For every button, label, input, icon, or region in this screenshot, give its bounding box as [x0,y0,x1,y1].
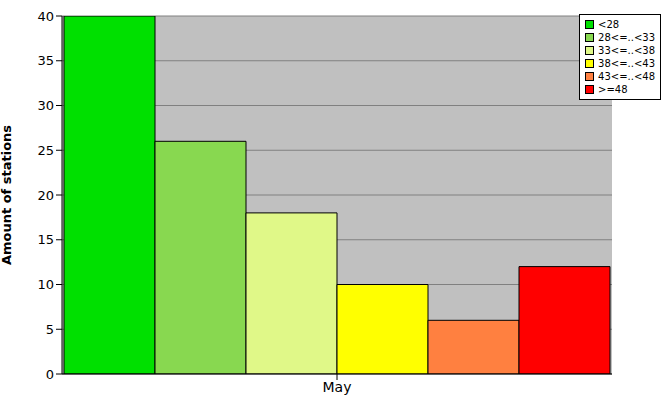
html-text:38<=..<43: 38<=..<43 [598,58,655,69]
svg-text:Amount of stations: Amount of stations [8,125,14,265]
svg-text:15: 15 [37,232,54,247]
html-text:<28: <28 [598,19,620,30]
svg-text:40: 40 [37,9,54,24]
svg-text:30: 30 [37,98,54,113]
html-text:33<=..<38: 33<=..<38 [598,45,655,56]
html-text:43<=..<48: 43<=..<48 [598,71,655,82]
svg-text:35: 35 [37,53,54,68]
svg-text:25: 25 [37,143,54,158]
svg-text:20: 20 [37,188,54,203]
html-text:>=48: >=48 [598,84,628,95]
svg-text:May: May [323,379,352,395]
html-text:28<=..<33: 28<=..<33 [598,32,655,43]
svg-text:10: 10 [37,277,54,292]
svg-text:5: 5 [46,322,54,337]
svg-text:0: 0 [46,367,54,382]
